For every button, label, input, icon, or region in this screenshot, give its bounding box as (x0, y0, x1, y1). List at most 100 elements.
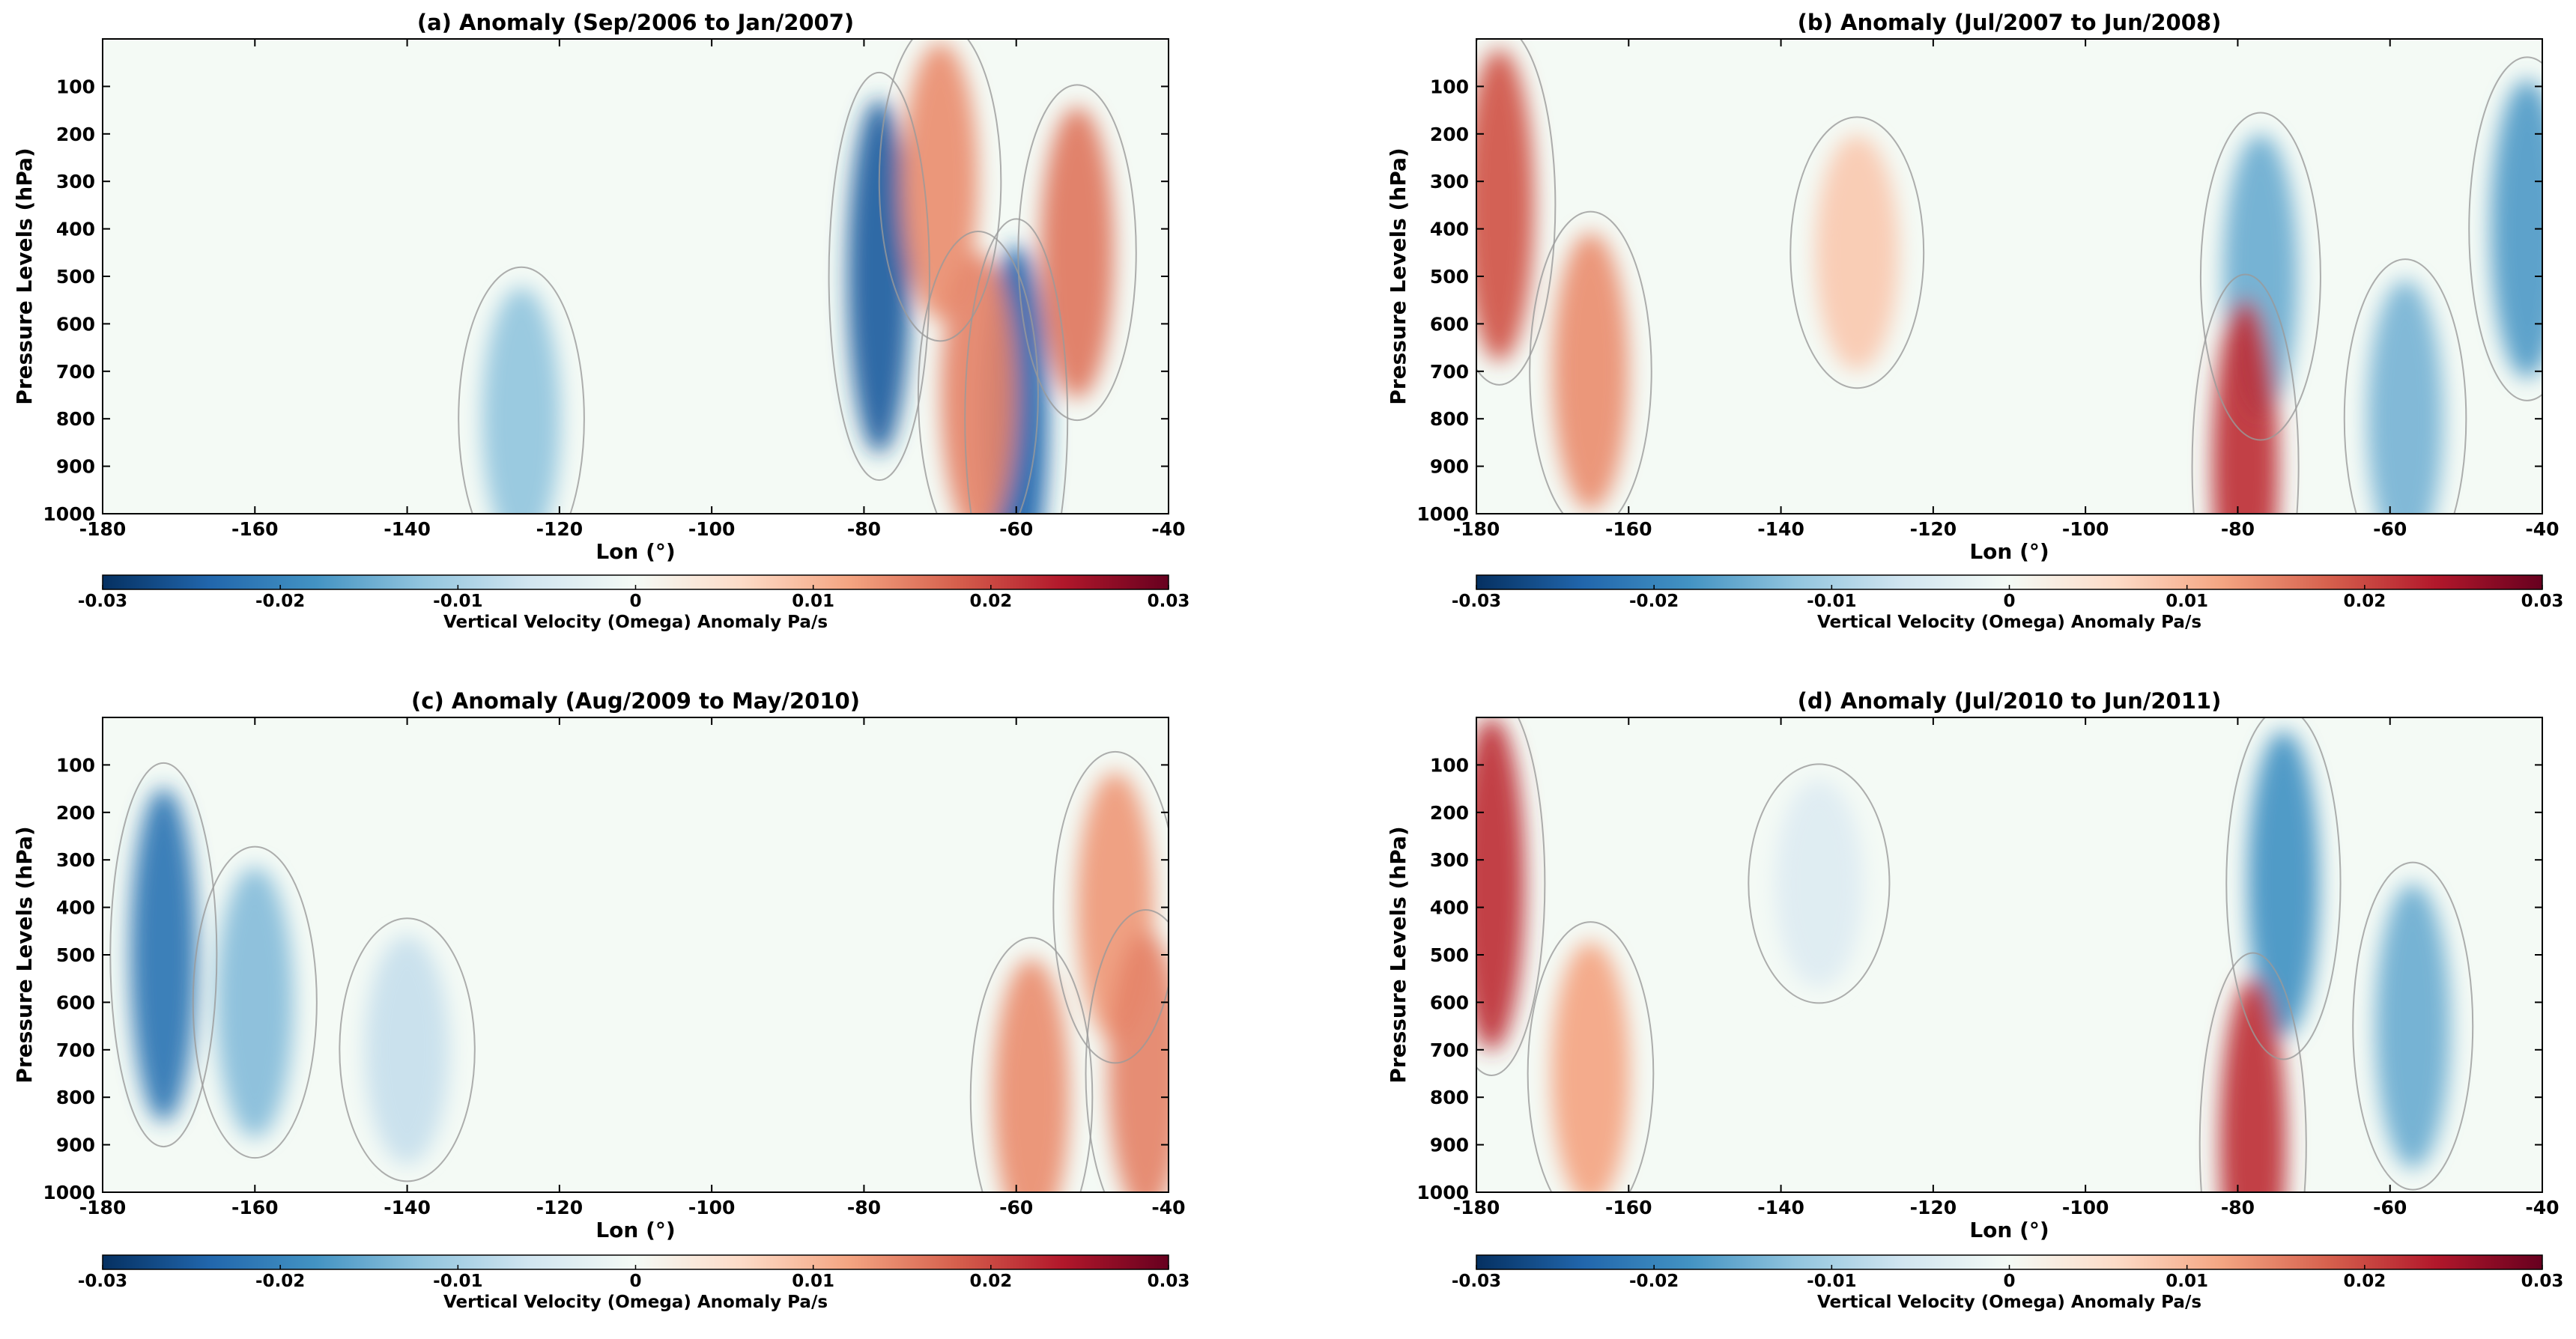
y-tick-label: 900 (1430, 456, 1469, 478)
contour-line (1789, 116, 1925, 389)
panel-title: (a) Anomaly (Sep/2006 to Jan/2007) (417, 10, 854, 35)
colorbar-tick-label: -0.02 (1629, 592, 1679, 611)
anomaly-feature (1775, 780, 1864, 988)
x-tick-label: -180 (1453, 518, 1500, 540)
x-tick-label: -40 (1151, 518, 1185, 540)
y-tick-label: 900 (1430, 1135, 1469, 1156)
colorbar: -0.03 -0.02 -0.01 0 0.01 0.02 0.03 Vertical Vel… (78, 1254, 1189, 1312)
y-tick-label: 200 (56, 802, 95, 824)
anomaly-feature (130, 788, 197, 1122)
colorbar-tick-label: 0.02 (969, 592, 1012, 611)
contour-line (969, 937, 1094, 1192)
panel-c: (c) Anomaly (Aug/2009 to May/2010) -180 -1… (12, 688, 1189, 1312)
contour-line (109, 762, 218, 1148)
panel-a: (a) Anomaly (Sep/2006 to Jan/2007) -180 -1… (12, 10, 1189, 632)
y-tick-label: 800 (1430, 1087, 1469, 1108)
anomaly-feature (1815, 134, 1899, 371)
x-tick-label: -80 (847, 1197, 881, 1218)
x-tick-label: -100 (2062, 1197, 2109, 1218)
y-tick-label: 300 (56, 849, 95, 871)
x-tick-label: -160 (231, 1197, 279, 1218)
colorbar-tick-label: -0.02 (1629, 1272, 1679, 1291)
colorbar-tick-label: 0.01 (792, 1272, 834, 1291)
y-tick-label: 800 (56, 408, 95, 430)
x-tick-label: -120 (1910, 518, 1957, 540)
colorbar-tick-label: 0.03 (1148, 592, 1190, 611)
contour-line (1748, 763, 1891, 1004)
anomaly-field (1476, 49, 2542, 514)
colorbar-tick-label: -0.01 (433, 1272, 482, 1291)
y-axis-label: Pressure Levels (hPa) (12, 148, 37, 404)
colorbar-label: Vertical Velocity (Omega) Anomaly Pa/s (1817, 613, 2201, 632)
colorbar-tick-label: -0.03 (1452, 592, 1501, 611)
contour-line (2225, 717, 2342, 1060)
y-tick-label: 300 (1430, 171, 1469, 192)
colorbar-tick-label: -0.02 (255, 1272, 305, 1291)
panel-title: (d) Anomaly (Jul/2010 to Jun/2011) (1798, 688, 2222, 714)
contour-line (1527, 921, 1655, 1192)
anomaly-feature (2219, 978, 2287, 1192)
anomaly-feature (1551, 941, 1630, 1192)
y-tick-label: 300 (1430, 849, 1469, 871)
colorbar-tick-label: 0.03 (2521, 592, 2564, 611)
plot-background (1476, 717, 2542, 1192)
colorbar-tick-label: -0.03 (78, 1272, 127, 1291)
colorbar-tick-label: 0.02 (2343, 1272, 2386, 1291)
anomaly-field (482, 42, 1115, 514)
anomaly-feature (2367, 279, 2443, 514)
x-axis-label: Lon (°) (595, 539, 675, 564)
x-tick-label: -160 (1605, 518, 1652, 540)
contour-line (1017, 84, 1137, 422)
x-tick-label: -80 (2221, 1197, 2255, 1218)
y-tick-label: 400 (1430, 219, 1469, 240)
y-tick-label: 600 (1430, 313, 1469, 335)
x-tick-label: -40 (2525, 1197, 2559, 1218)
anomaly-feature (940, 252, 1016, 514)
y-tick-label: 700 (1430, 1039, 1469, 1061)
y-tick-label: 200 (56, 124, 95, 145)
colorbar-tick-label: 0 (629, 592, 641, 611)
y-tick-label: 400 (56, 897, 95, 919)
colorbar-tick-label: -0.01 (433, 592, 482, 611)
x-tick-label: -60 (999, 518, 1033, 540)
anomaly-feature (993, 958, 1070, 1192)
contour-line (2198, 952, 2307, 1192)
y-tick-label: 1000 (1416, 1182, 1469, 1203)
panel-d: (d) Anomaly (Jul/2010 to Jun/2011) -180 -1… (1386, 688, 2564, 1312)
x-tick-label: -140 (384, 518, 431, 540)
colorbar-label: Vertical Velocity (Omega) Anomaly Pa/s (1817, 1293, 2201, 1312)
contour-line (828, 71, 930, 482)
y-tick-label: 600 (1430, 992, 1469, 1013)
y-tick-label: 500 (1430, 944, 1469, 966)
x-tick-label: -120 (1910, 1197, 1957, 1218)
y-tick-label: 500 (1430, 266, 1469, 288)
panel-b: (b) Anomaly (Jul/2007 to Jun/2008) -180 -1… (1386, 10, 2564, 632)
x-tick-label: -120 (536, 1197, 584, 1218)
y-tick-label: 700 (1430, 361, 1469, 383)
colorbar-tick-label: 0.03 (2521, 1272, 2564, 1291)
anomaly-feature (2247, 730, 2320, 1036)
plot-background (1476, 39, 2542, 514)
y-axis-label: Pressure Levels (hPa) (1386, 826, 1410, 1083)
contour-line (458, 266, 585, 514)
y-tick-label: 900 (56, 1135, 95, 1156)
x-tick-label: -180 (79, 518, 127, 540)
anomaly-feature (902, 42, 978, 321)
colorbar-tick-label: 0 (629, 1272, 641, 1291)
contour-line (339, 917, 476, 1182)
x-tick-label: -140 (1757, 518, 1804, 540)
y-tick-label: 500 (56, 944, 95, 966)
colorbar-tick-label: 0 (2003, 592, 2015, 611)
y-tick-label: 1000 (1416, 503, 1469, 525)
y-tick-label: 700 (56, 1039, 95, 1061)
contour-line (2191, 273, 2300, 514)
contour-line (1476, 717, 1546, 1076)
contour-line (2468, 56, 2542, 401)
colorbar-tick-label: 0.01 (792, 592, 834, 611)
y-tick-label: 100 (1430, 754, 1469, 776)
anomaly-feature (2491, 79, 2542, 378)
y-axis-label: Pressure Levels (hPa) (1386, 148, 1410, 404)
colorbar-tick-label: 0.01 (2166, 592, 2208, 611)
anomaly-field (1476, 717, 2451, 1192)
colorbar-tick-label: -0.01 (1807, 1272, 1856, 1291)
